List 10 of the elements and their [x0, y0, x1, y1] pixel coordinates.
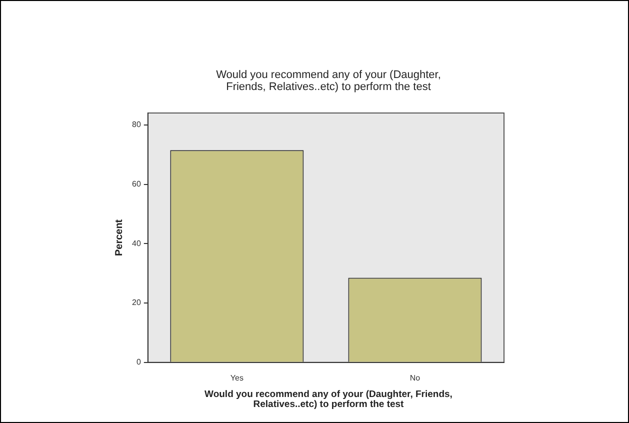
chart-title: Would you recommend any of your (Daughter, Friends, Relatives..etc) to perform the test	[215, 69, 442, 94]
x-tick-label: Yes	[230, 373, 244, 382]
y-axis-title: Percent	[114, 218, 125, 256]
y-tick-label: 0	[136, 358, 142, 367]
x-tick-label: No	[410, 373, 421, 382]
y-tick-label: 80	[132, 120, 142, 130]
y-tick-label: 40	[132, 238, 142, 248]
x-axis-title: Would you recommend any of your (Daughter, Friends, Relatives..etc) to perform the test	[204, 389, 454, 411]
y-tick-label: 20	[132, 298, 142, 308]
y-tick-label: 60	[132, 179, 142, 188]
